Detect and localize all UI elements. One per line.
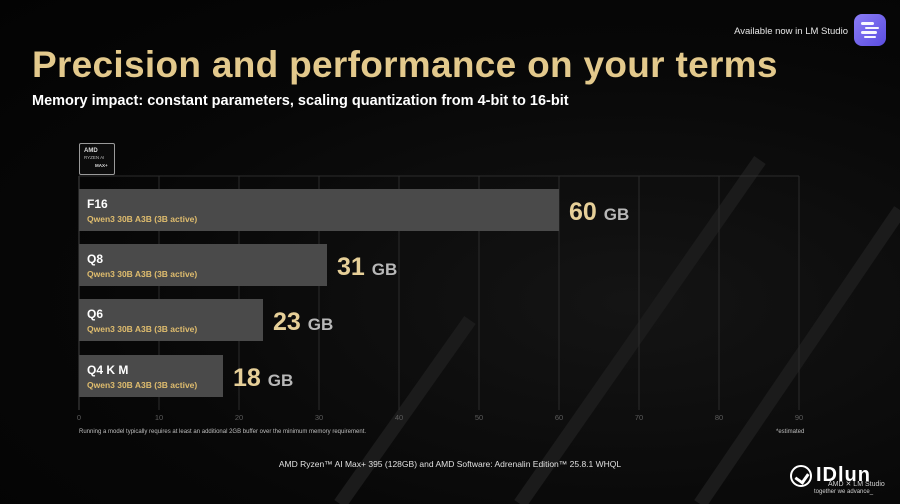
watermark-overlay: AMD ✕ LM Studio (828, 481, 885, 488)
bar (79, 355, 223, 397)
footnote: Running a model typically requires at le… (79, 429, 367, 435)
bar-sublabel: Qwen3 30B A3B (3B active) (87, 214, 197, 224)
config-caption: AMD Ryzen™ AI Max+ 395 (128GB) and AMD S… (278, 459, 622, 469)
badge-line2: RYZEN AI (84, 155, 105, 160)
watermark: IDlun AMD ✕ LM Studio together we advanc… (790, 463, 896, 499)
x-tick-label: 20 (235, 413, 243, 422)
page-title: Precision and performance on your terms (32, 44, 778, 85)
idlun-logo-icon (790, 465, 812, 487)
bar-value-unit: GB (308, 315, 334, 334)
bar-sublabel: Qwen3 30B A3B (3B active) (87, 324, 197, 334)
availability-text: Available now in LM Studio (734, 26, 848, 37)
bar-value-unit: GB (268, 371, 294, 390)
bar-value-label: 31 GB (337, 253, 397, 281)
bar-value-label: 23 GB (273, 308, 333, 336)
amd-ryzen-ai-max-badge: AMD RYZEN AI MAX+ (79, 143, 115, 175)
bar (79, 189, 559, 231)
page-subtitle: Memory impact: constant parameters, scal… (32, 93, 569, 109)
bar-value-label: 60 GB (569, 198, 629, 226)
x-tick-label: 40 (395, 413, 403, 422)
x-tick-label: 70 (635, 413, 643, 422)
x-tick-label: 80 (715, 413, 723, 422)
x-tick-label: 50 (475, 413, 483, 422)
bar-value-label: 18 GB (233, 364, 293, 392)
badge-line3: MAX+ (95, 163, 108, 168)
lm-studio-icon[interactable] (854, 14, 886, 46)
bar-sublabel: Qwen3 30B A3B (3B active) (87, 380, 197, 390)
bar-label: Q4 K M (87, 363, 128, 377)
bar-sublabel: Qwen3 30B A3B (3B active) (87, 269, 197, 279)
bar-label: Q8 (87, 252, 103, 266)
bar-value-unit: GB (372, 260, 398, 279)
x-tick-label: 90 (795, 413, 803, 422)
bar-label: Q6 (87, 307, 103, 321)
x-tick-label: 10 (155, 413, 163, 422)
watermark-brand: IDlun (816, 464, 871, 486)
estimated-note: *estimated (776, 429, 805, 435)
x-tick-label: 30 (315, 413, 323, 422)
bar-value-unit: GB (604, 205, 630, 224)
bar-label: F16 (87, 197, 108, 211)
bar (79, 244, 327, 286)
watermark-tagline: together we advance_ (814, 489, 874, 495)
badge-brand: AMD (84, 148, 98, 154)
bar (79, 299, 263, 341)
x-tick-label: 0 (77, 413, 81, 422)
x-tick-label: 60 (555, 413, 563, 422)
